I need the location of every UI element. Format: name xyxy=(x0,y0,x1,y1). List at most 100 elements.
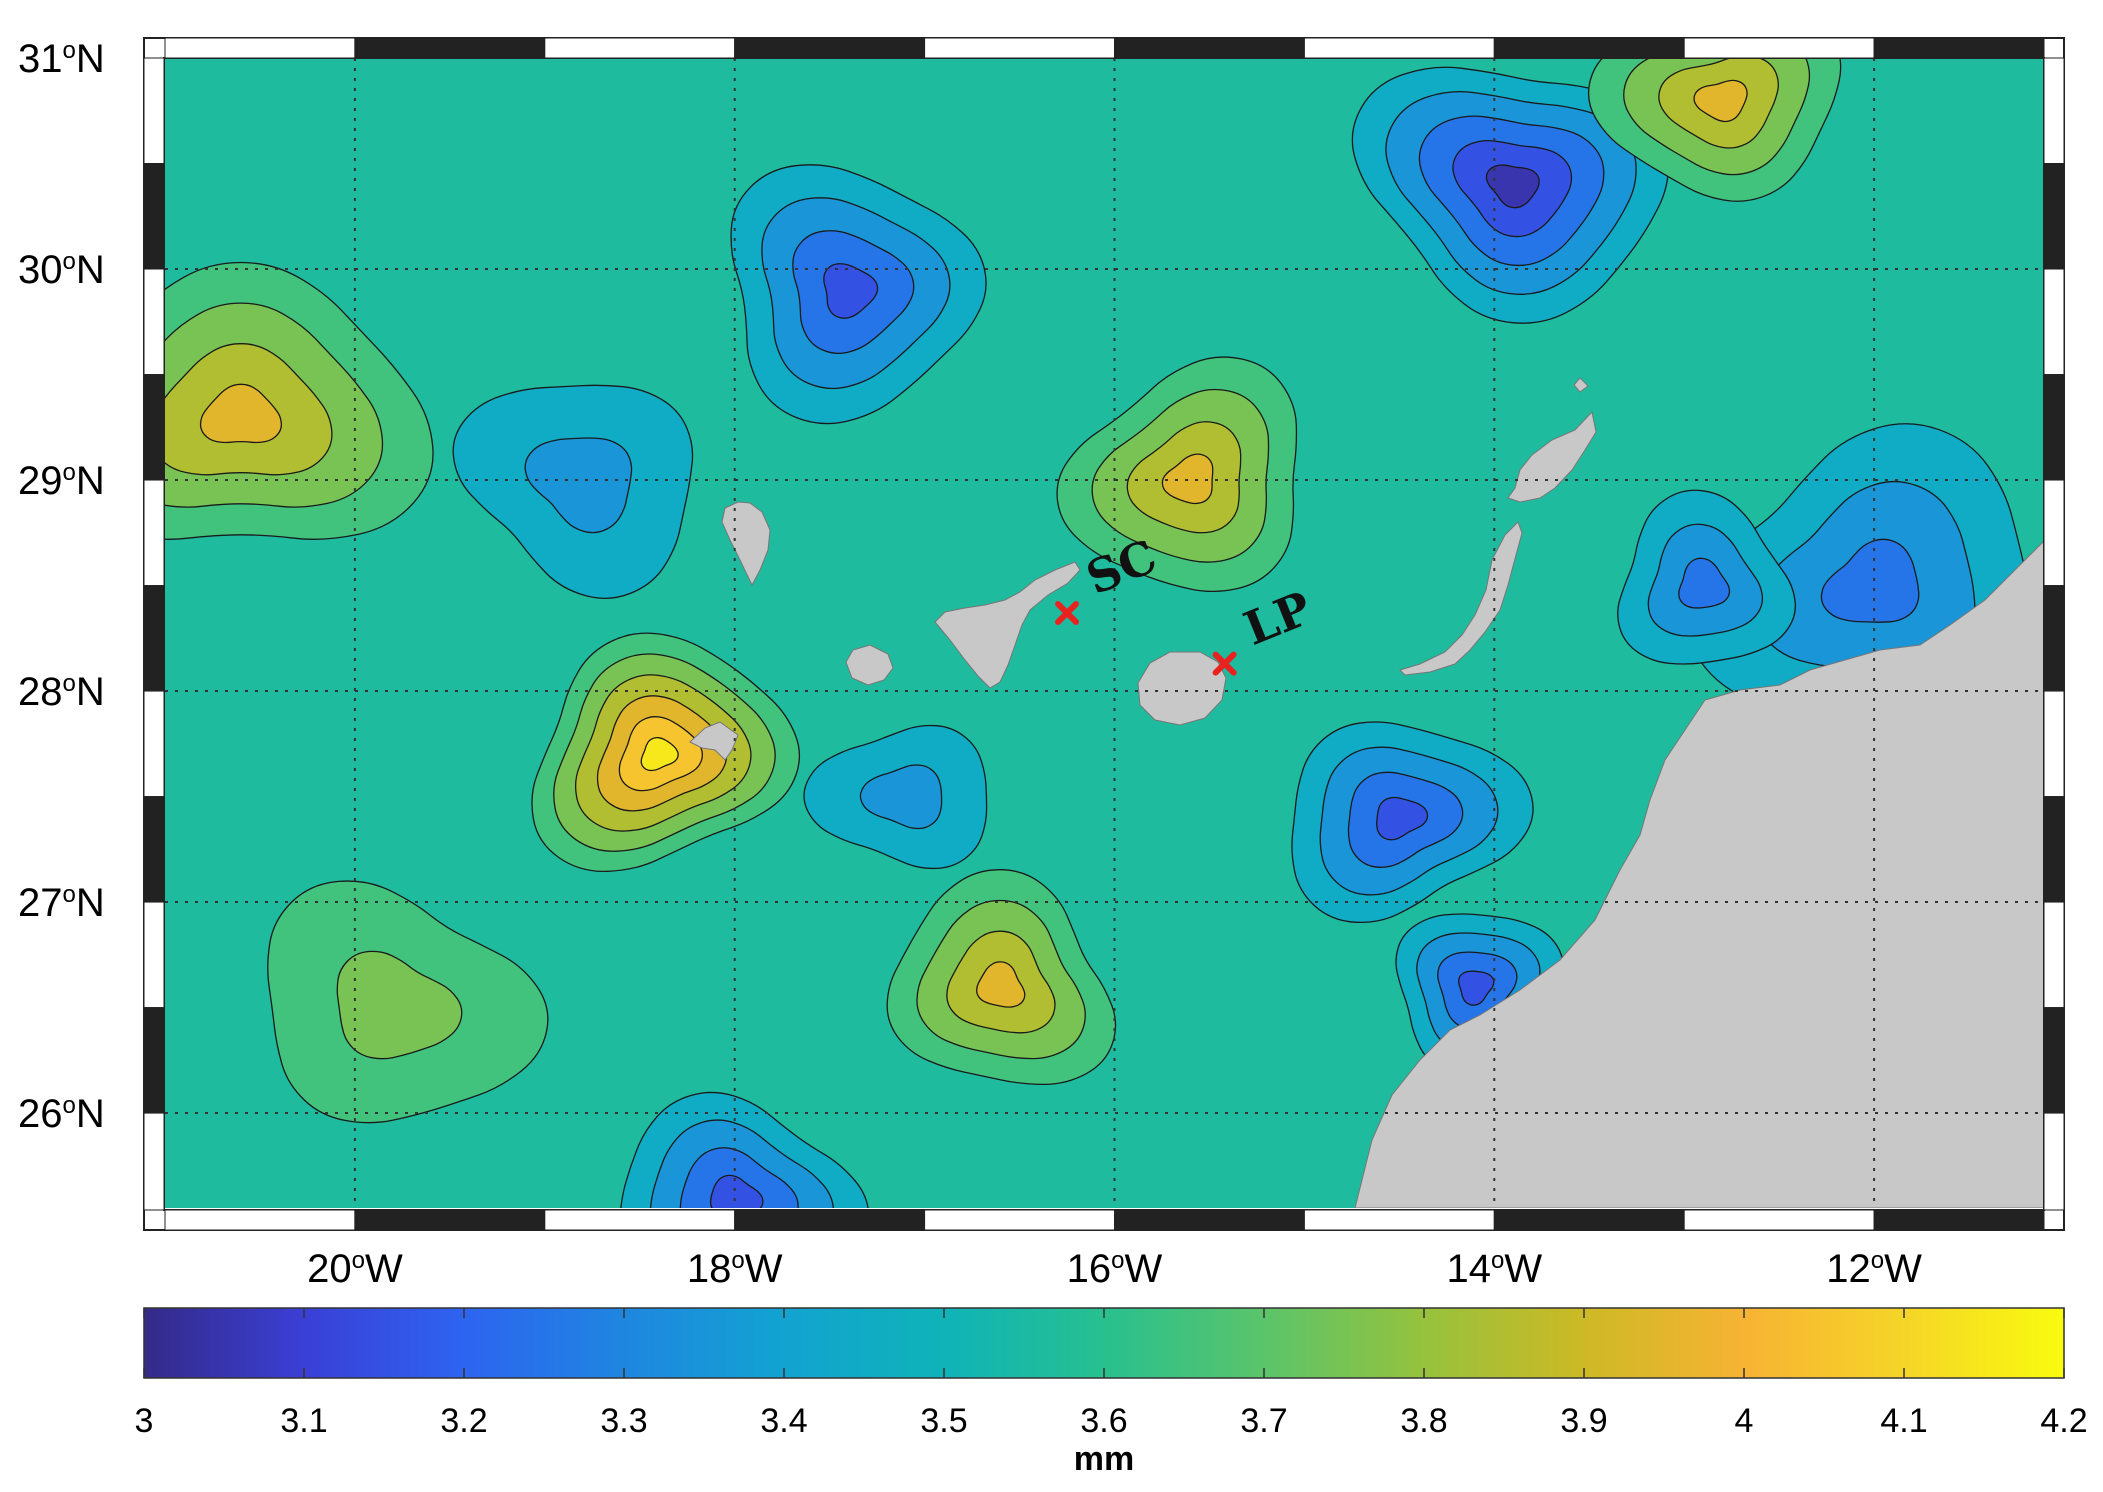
colorbar: 3 3.1 3.2 3.3 3.4 3.5 3.6 3.7 3.8 3.9 4 4.1 4.2 mm xyxy=(135,1307,2088,1478)
colorbar-tick-label: 4 xyxy=(1735,1402,1754,1440)
frame-segment xyxy=(143,796,165,903)
longitude-tick-label: 12oW xyxy=(1826,1247,1922,1291)
frame-segment xyxy=(143,268,165,376)
frame-segment xyxy=(1303,37,1495,59)
la-gomera-island xyxy=(845,644,894,686)
frame-segment xyxy=(544,1209,736,1231)
frame-segment xyxy=(734,1209,926,1231)
frame-segment xyxy=(143,690,165,798)
contour-band xyxy=(859,764,943,830)
colorbar-unit-label: mm xyxy=(1074,1440,1134,1478)
frame-segment xyxy=(2043,901,2065,1009)
la-palma-island xyxy=(721,501,771,587)
frame-segment xyxy=(143,1112,165,1211)
colorbar-tick-label: 3.2 xyxy=(440,1402,487,1440)
colorbar-tick-label: 3.6 xyxy=(1080,1402,1127,1440)
colorbar-tick-label: 3.5 xyxy=(920,1402,967,1440)
frame-segment xyxy=(2043,690,2065,798)
frame-segment xyxy=(143,57,165,165)
contour-band xyxy=(199,383,283,444)
frame-segment xyxy=(354,1209,546,1231)
frame-segment xyxy=(143,374,165,481)
frame-segment xyxy=(2043,374,2065,481)
frame-segment xyxy=(1113,1209,1305,1231)
land-mass xyxy=(689,377,2045,1208)
latitude-tick-label: 30oN xyxy=(18,248,105,292)
contour-band xyxy=(976,961,1026,1008)
fuerteventura-island xyxy=(1399,521,1523,676)
frame-segment xyxy=(164,37,356,59)
latitude-tick-label: 27oN xyxy=(18,881,105,925)
contour-band xyxy=(1376,796,1429,841)
africa-coast xyxy=(1354,539,2045,1208)
contour-band xyxy=(1485,164,1540,209)
colorbar-bar xyxy=(143,1307,2065,1379)
latitude-tick-label: 31oN xyxy=(18,37,105,81)
latitude-tick-label: 28oN xyxy=(18,670,105,714)
colorbar-tick-label: 3.1 xyxy=(280,1402,327,1440)
frame-segment xyxy=(2043,1112,2065,1211)
colorbar-tick-label: 4.1 xyxy=(1880,1402,1927,1440)
frame-segment xyxy=(2043,163,2065,270)
frame-segment xyxy=(1683,1209,1875,1231)
longitude-tick-label: 18oW xyxy=(687,1247,783,1291)
frame-segment xyxy=(143,585,165,692)
graciosa-islet xyxy=(1573,377,1589,393)
lat-lon-grid xyxy=(165,58,2045,1208)
contour-band xyxy=(524,437,633,534)
frame-segment xyxy=(924,37,1115,59)
colorbar-tick-label: 3.7 xyxy=(1240,1402,1287,1440)
colorbar-tick-label: 3.9 xyxy=(1560,1402,1607,1440)
frame-segment xyxy=(354,37,546,59)
contour-band xyxy=(336,950,463,1060)
colorbar-tick-label: 4.2 xyxy=(2040,1402,2087,1440)
el-hierro-island xyxy=(689,721,739,761)
colorbar-tick-label: 3.4 xyxy=(760,1402,807,1440)
tenerife-island xyxy=(934,561,1081,689)
latitude-tick-label: 26oN xyxy=(18,1092,105,1136)
frame-segment xyxy=(1873,1209,2045,1231)
frame-segment xyxy=(1873,37,2045,59)
contour-band xyxy=(1678,557,1731,609)
site-marker-sc xyxy=(1055,600,1080,625)
colorbar-tick-label: 3.8 xyxy=(1400,1402,1447,1440)
site-marker-lp xyxy=(1212,651,1237,676)
frame-segment xyxy=(164,1209,356,1231)
frame-segment xyxy=(2043,268,2065,376)
frame-segment xyxy=(143,901,165,1009)
frame-segment xyxy=(143,1007,165,1114)
longitude-tick-label: 14oW xyxy=(1446,1247,1542,1291)
contour-band xyxy=(1820,538,1920,623)
lanzarote-island xyxy=(1507,410,1597,503)
frame-segment xyxy=(2043,1007,2065,1114)
frame-segment xyxy=(143,479,165,587)
frame-segment xyxy=(1683,37,1875,59)
latitude-tick-labels: 31oN 30oN 29oN 28oN 27oN 26oN xyxy=(18,37,105,1136)
colorbar-tick-label: 3 xyxy=(135,1402,154,1440)
contour-band xyxy=(640,736,679,772)
frame-segment xyxy=(1303,1209,1495,1231)
frame-segment xyxy=(1113,37,1305,59)
gran-canaria-island xyxy=(1137,651,1227,726)
frame-segment xyxy=(2043,585,2065,692)
longitude-tick-label: 20oW xyxy=(307,1247,403,1291)
latitude-tick-label: 29oN xyxy=(18,459,105,503)
frame-segment xyxy=(2043,479,2065,587)
colorbar-tick-label: 3.3 xyxy=(600,1402,647,1440)
contour-band xyxy=(1693,79,1748,123)
frame-segment xyxy=(924,1209,1115,1231)
contour-field xyxy=(165,58,2045,1208)
frame-segment xyxy=(1493,37,1685,59)
longitude-tick-label: 16oW xyxy=(1067,1247,1163,1291)
contour-band xyxy=(1457,970,1495,1006)
map-frame xyxy=(143,37,2065,1231)
colorbar-ticks: 3 3.1 3.2 3.3 3.4 3.5 3.6 3.7 3.8 3.9 4 4.1 4.2 xyxy=(135,1308,2088,1440)
contour-band xyxy=(709,1174,764,1208)
longitude-tick-labels: 20oW 18oW 16oW 14oW 12oW xyxy=(307,1247,1922,1291)
frame-segment xyxy=(734,37,926,59)
frame-segment xyxy=(1493,1209,1685,1231)
frame-segment xyxy=(544,37,736,59)
frame-segment xyxy=(143,163,165,270)
frame-segment xyxy=(2043,57,2065,165)
